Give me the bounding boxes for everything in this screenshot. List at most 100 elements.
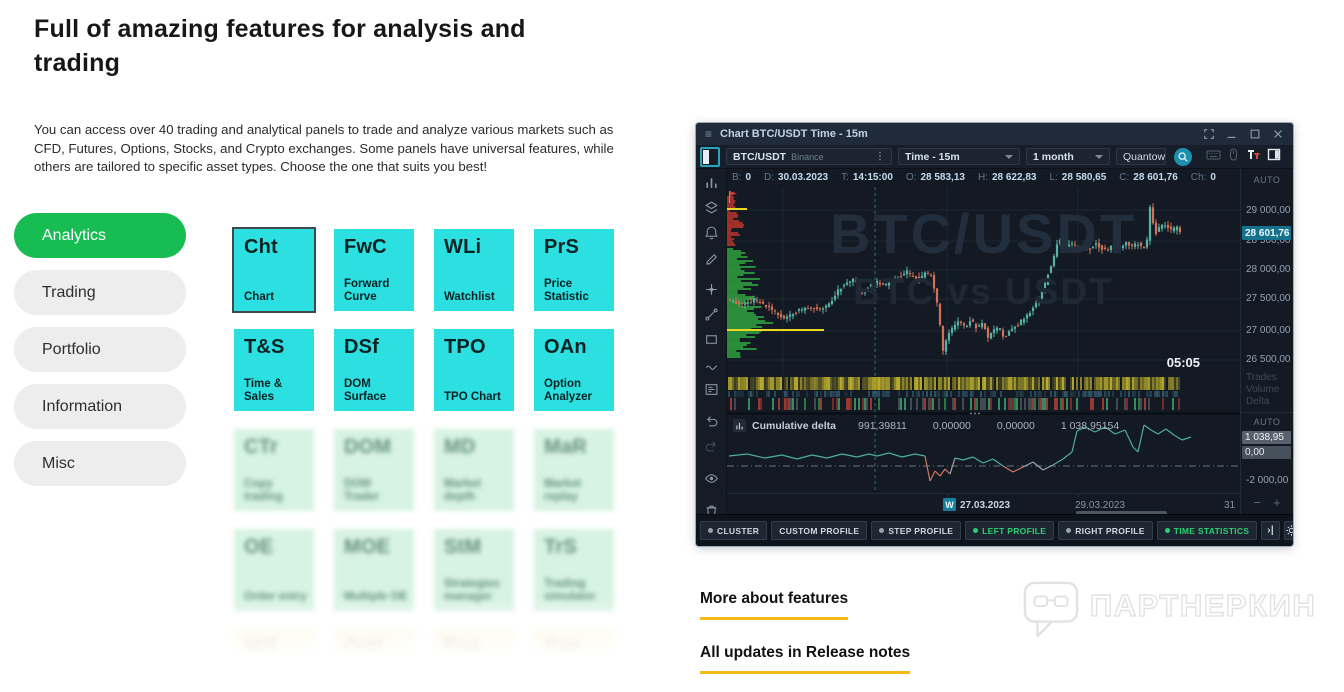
window-menu-icon[interactable]: ≡ [705, 127, 713, 141]
drawings-pencil-icon[interactable] [700, 247, 722, 268]
axis-mode[interactable]: AUTO [1253, 175, 1281, 185]
horizontal-scrollbar[interactable] [1076, 511, 1167, 514]
profile-button-step-profile[interactable]: STEP PROFILE [871, 521, 962, 540]
delta-value: 1 038,95154 [1060, 419, 1120, 432]
tile-abbr: HiS [244, 636, 278, 658]
indicator-label: Trades [1246, 372, 1277, 383]
price-label: 27 000,00 [1246, 325, 1291, 336]
feature-tile-prs[interactable]: PrS Price Statistic [534, 229, 614, 311]
tile-label: DOM Surface [344, 378, 387, 404]
more-features-link[interactable]: More about features [700, 590, 849, 620]
feature-tile-orh: OrH [334, 629, 414, 692]
trend-line-icon[interactable] [700, 304, 722, 325]
tile-label: Market replay [544, 478, 582, 504]
tile-abbr: CTr [244, 436, 278, 458]
candlestick-chart[interactable] [727, 169, 1240, 493]
tile-label: Option Analyzer [544, 378, 592, 404]
status-dot [1164, 528, 1170, 533]
profile-button-left-profile[interactable]: LEFT PROFILE [965, 521, 1055, 540]
ohlc-item: Ch: 0 [1190, 172, 1216, 183]
minimize-icon[interactable] [1226, 128, 1238, 140]
tile-abbr: WLi [444, 236, 482, 258]
zoom-controls: − + [1241, 495, 1293, 510]
layers-icon[interactable] [700, 197, 722, 218]
release-notes-link[interactable]: All updates in Release notes [700, 644, 911, 674]
next-buttons-button[interactable]: ›| [1261, 521, 1280, 540]
search-input[interactable]: Quantow [1116, 148, 1166, 165]
time-axis[interactable]: W 27.03.2023 29.03.2023 31 [727, 493, 1240, 514]
search-icon[interactable] [1174, 147, 1192, 166]
chart-trader-icon[interactable] [1246, 148, 1260, 166]
page-title: Full of amazing features for analysis an… [34, 15, 526, 77]
undo-icon[interactable] [700, 411, 722, 432]
crosshair-icon[interactable] [700, 279, 722, 300]
feature-tile-md: MD Market depth [434, 429, 514, 511]
axis-date: 29.03.2023 [1075, 500, 1126, 511]
price-axis[interactable]: AUTO 29 000,00 28 500,00 28 000,00 27 50… [1240, 169, 1293, 514]
search-value: Quantow [1123, 150, 1166, 163]
feature-tile-wli[interactable]: WLi Watchlist [434, 229, 514, 311]
indicator-label: Delta [1246, 396, 1270, 407]
brush-icon[interactable] [700, 354, 722, 375]
sidebar-item-analytics[interactable]: Analytics [14, 213, 186, 258]
object-manager-icon[interactable] [700, 146, 720, 167]
keyboard-trading-icon[interactable] [1206, 148, 1221, 166]
panel-right-icon[interactable] [1267, 148, 1281, 166]
features-link-wrap: More about features [700, 590, 849, 620]
profile-button-custom-profile[interactable]: CUSTOM PROFILE [771, 521, 868, 540]
tile-label: Trading simulator [544, 578, 596, 604]
profile-button-time-statistics[interactable]: TIME STATISTICS [1156, 521, 1258, 540]
exchange-label: Binance [791, 151, 824, 162]
chart-pane[interactable]: BTC/USDT BTC vs USDT B: 0 D: 30.03.2023 T: 14… [727, 169, 1240, 514]
tile-abbr: StM [444, 536, 482, 558]
tile-abbr: PrS [544, 236, 580, 258]
tile-abbr: FwC [344, 236, 387, 258]
redo-icon[interactable] [700, 436, 722, 457]
sidebar-item-misc[interactable]: Misc [14, 441, 186, 486]
close-icon[interactable] [1272, 128, 1284, 140]
gear-icon[interactable] [1284, 521, 1293, 540]
volume-profile-icon[interactable] [700, 379, 722, 400]
tile-label: Order entry [244, 591, 307, 604]
chart-window-titlebar[interactable]: ≡ Chart BTC/USDT Time - 15m [696, 123, 1293, 145]
zoom-out-button[interactable]: − [1253, 495, 1261, 510]
tile-abbr: OAn [544, 336, 587, 358]
bar-countdown: 05:05 [1166, 355, 1200, 370]
maximize-icon[interactable] [1249, 128, 1261, 140]
visibility-eye-icon[interactable] [700, 468, 722, 489]
profile-button-cluster[interactable]: CLUSTER [700, 521, 768, 540]
axis-mode[interactable]: AUTO [1253, 417, 1281, 427]
profile-button-right-profile[interactable]: RIGHT PROFILE [1058, 521, 1153, 540]
feature-tile-tpo[interactable]: TPO TPO Chart [434, 329, 514, 411]
chart-type-icon[interactable] [700, 172, 722, 193]
range-value: 1 month [1033, 150, 1074, 163]
sidebar-item-trading[interactable]: Trading [14, 270, 186, 315]
rectangle-icon[interactable] [700, 329, 722, 350]
sidebar-item-information[interactable]: Information [14, 384, 186, 429]
tile-abbr: T&S [244, 336, 285, 358]
ohlc-item: C: 28 601,76 [1119, 172, 1178, 183]
drawing-toolbar [696, 169, 727, 540]
more-options-icon[interactable]: ⋮ [875, 151, 885, 162]
page-description: You can access over 40 trading and analy… [34, 122, 614, 175]
range-dropdown[interactable]: 1 month [1026, 148, 1110, 165]
mouse-trading-icon[interactable] [1228, 148, 1239, 166]
tile-label: Forward Curve [344, 278, 390, 304]
tile-label: Market depth [444, 478, 482, 504]
brand-logo-icon [1023, 581, 1079, 638]
tile-label: Price Statistic [544, 278, 589, 304]
fullscreen-icon[interactable] [1203, 128, 1215, 140]
chart-content: BTC/USDT BTC vs USDT B: 0 D: 30.03.2023 T: 14… [696, 169, 1293, 540]
alerts-bell-icon[interactable] [700, 222, 722, 243]
symbol-selector[interactable]: BTC/USDT Binance ⋮ [726, 148, 892, 165]
feature-tile-oan[interactable]: OAn Option Analyzer [534, 329, 614, 411]
feature-tile-cht[interactable]: Cht Chart [234, 229, 314, 311]
timeframe-dropdown[interactable]: Time - 15m [898, 148, 1020, 165]
zoom-in-button[interactable]: + [1273, 495, 1281, 510]
feature-tile-dsf[interactable]: DSf DOM Surface [334, 329, 414, 411]
feature-tile-t-s[interactable]: T&S Time & Sales [234, 329, 314, 411]
tile-label: Multiple OE [344, 591, 408, 604]
status-dot [708, 528, 713, 533]
sidebar-item-portfolio[interactable]: Portfolio [14, 327, 186, 372]
feature-tile-fwc[interactable]: FwC Forward Curve [334, 229, 414, 311]
